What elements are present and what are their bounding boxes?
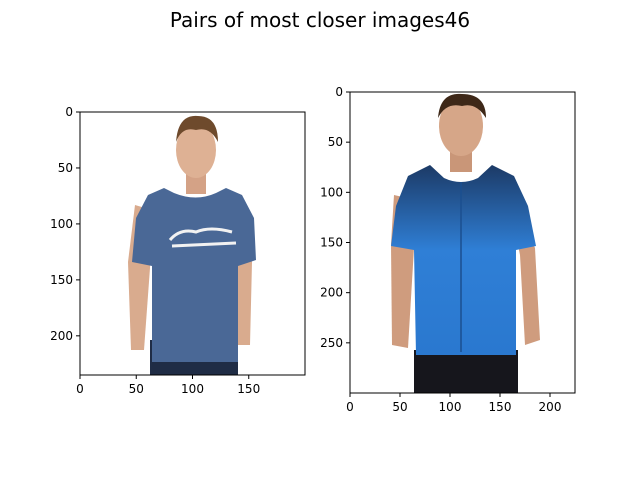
panel-2-x-tick-label: 100 xyxy=(439,400,462,414)
panel-2-y-tick-label: 250 xyxy=(320,336,343,350)
panel-2-y-tick-label: 150 xyxy=(320,236,343,250)
panel-1-image xyxy=(80,112,305,375)
tshirt-print-shape xyxy=(168,227,237,248)
panel-2-x-tick-label: 150 xyxy=(489,400,512,414)
panel-2-x-tick-label: 200 xyxy=(539,400,562,414)
panel-1-y-tick-label: 200 xyxy=(50,329,73,343)
panel-2-y-tick-label: 200 xyxy=(320,286,343,300)
panel-1-x-tick-label: 100 xyxy=(181,382,204,396)
trousers-shape xyxy=(414,350,518,393)
face-shape xyxy=(176,122,216,178)
shirt-shape xyxy=(391,165,536,355)
figure-title: Pairs of most closer images46 xyxy=(169,8,471,32)
panel-2-x-tick-label: 50 xyxy=(392,400,407,414)
panel-1-y-tick-label: 150 xyxy=(50,273,73,287)
panel-2-y-tick-label: 50 xyxy=(328,135,343,149)
hair-shape xyxy=(438,93,486,118)
face-shape xyxy=(439,96,483,156)
panel-2-image xyxy=(350,92,575,393)
panel-2-y-tick-label: 0 xyxy=(335,85,343,99)
hair-shape xyxy=(176,115,218,142)
panel-2-x-tick-label: 0 xyxy=(346,400,354,414)
panel-1-y-tick-label: 100 xyxy=(50,217,73,231)
panel-1-x-tick-label: 0 xyxy=(76,382,84,396)
panel-1-x-tick-label: 150 xyxy=(237,382,260,396)
panel-2-y-tick-label: 100 xyxy=(320,185,343,199)
panel-1-x-tick-label: 50 xyxy=(129,382,144,396)
panel-1-y-tick-label: 50 xyxy=(58,161,73,175)
panel-1-y-tick-label: 0 xyxy=(65,105,73,119)
